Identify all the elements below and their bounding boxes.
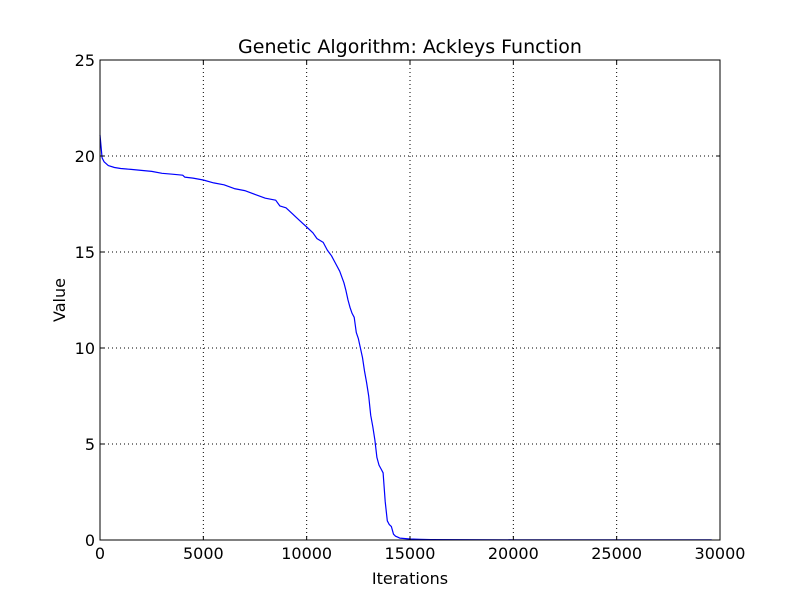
y-tick-label: 10 [75, 339, 95, 358]
y-axis-label: Value [50, 278, 69, 322]
x-tick-label: 10000 [281, 544, 332, 563]
y-tick-label: 5 [85, 435, 95, 454]
axis-ticks: 0 5000 10000 15000 20000 25000 30000 0 5 10 15 20 25 [75, 51, 746, 563]
y-tick-label: 15 [75, 243, 95, 262]
series-line [99, 134, 712, 541]
x-tick-label: 5000 [183, 544, 224, 563]
series-group [99, 134, 712, 541]
x-tick-label: 15000 [385, 544, 436, 563]
x-tick-label: 30000 [695, 544, 746, 563]
grid-lines [100, 60, 720, 540]
chart-title: Genetic Algorithm: Ackleys Function [238, 36, 582, 58]
y-tick-label: 0 [85, 531, 95, 550]
x-tick-label: 20000 [488, 544, 539, 563]
x-axis-label: Iterations [372, 569, 448, 588]
x-tick-label: 25000 [591, 544, 642, 563]
x-tick-label: 0 [95, 544, 105, 563]
y-tick-label: 25 [75, 51, 95, 70]
y-tick-label: 20 [75, 147, 95, 166]
